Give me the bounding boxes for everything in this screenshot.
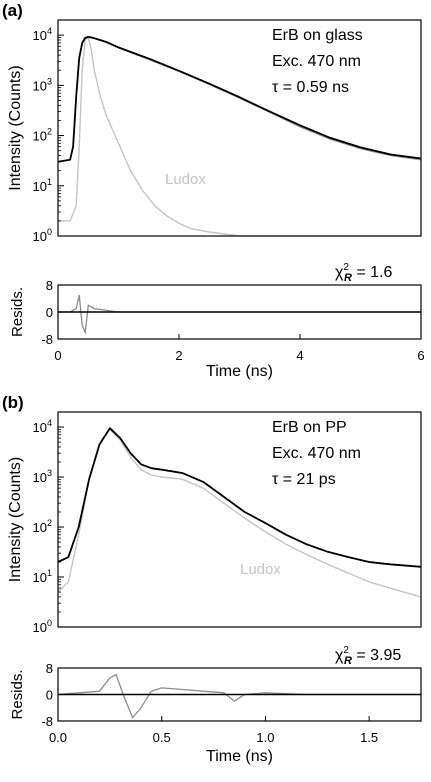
y-tick-exponent: 0 [47, 618, 52, 628]
residual-line [57, 673, 421, 719]
y-tick-base: 10 [33, 129, 47, 144]
y-tick-label: 101 [33, 177, 52, 194]
y-tick-exponent: 0 [47, 227, 52, 237]
y-tick-exponent: 1 [47, 568, 52, 578]
y-tick-label: 8 [46, 278, 53, 293]
ludox-label: Ludox [240, 561, 281, 578]
y-tick-base: 10 [33, 470, 47, 485]
chi-part: = 3.95 [352, 647, 401, 664]
annotation-line: τ = 0.59 ns [272, 79, 349, 96]
chi-part: 2 [343, 645, 349, 656]
chi-part: R [344, 272, 352, 284]
residual-plot-1: -8 0 8 0.0 0.5 1.0 1.5 Time (ns) Resids. χ2 R = 3.… [9, 645, 422, 765]
annotation-line: Exc. 470 nm [272, 53, 361, 70]
y-tick-label: 100 [33, 618, 52, 635]
x-tick-label: 0 [54, 348, 61, 363]
x-axis-label: Time (ns) [206, 748, 273, 765]
residual-line [58, 294, 421, 335]
y-tick-label: 104 [33, 26, 52, 43]
x-axis-label: Time (ns) [206, 363, 273, 380]
y-tick-label: -8 [41, 714, 53, 729]
y-tick-base: 10 [33, 520, 47, 535]
chi-squared-label: χ2 R = 1.6 [335, 262, 393, 284]
y-axis-label: Resids. [9, 669, 26, 719]
annotation-line: ErB on glass [272, 27, 363, 44]
y-tick-exponent: 4 [47, 26, 52, 36]
y-tick-base: 10 [33, 229, 47, 244]
series-line-fit [57, 427, 422, 568]
y-tick-label: 102 [33, 127, 52, 144]
y-axis-label: Intensity (Counts) [7, 457, 24, 582]
y-tick-exponent: 2 [47, 518, 52, 528]
y-tick-exponent: 3 [47, 76, 52, 86]
x-tick-label: 4 [296, 348, 303, 363]
series-line-data [57, 427, 422, 568]
y-tick-base: 10 [33, 28, 47, 43]
y-tick-base: 10 [33, 620, 47, 635]
y-tick-label: 100 [33, 227, 52, 244]
y-tick-label: 103 [33, 76, 52, 93]
plot-frame [57, 19, 422, 237]
chi-part: χ [335, 647, 344, 664]
annotation-line: ErB on PP [272, 419, 347, 436]
y-tick-base: 10 [33, 179, 47, 194]
plot-frame [57, 411, 422, 628]
y-tick-exponent: 2 [47, 127, 52, 137]
series-line-data [57, 36, 422, 163]
y-tick-label: 102 [33, 518, 52, 535]
annotation-line: Exc. 470 nm [272, 445, 361, 462]
chi-part: R [344, 655, 352, 667]
y-axis-label: Intensity (Counts) [7, 65, 24, 190]
y-tick-exponent: 3 [47, 468, 52, 478]
y-axis-label: Resids. [9, 287, 26, 337]
y-tick-exponent: 1 [47, 177, 52, 187]
y-tick-label: 8 [46, 661, 53, 676]
x-tick-label: 0.5 [153, 730, 171, 745]
chi-part: χ [335, 264, 344, 281]
panel-label: (a) [2, 1, 23, 20]
y-tick-base: 10 [33, 420, 47, 435]
ludox-label: Ludox [165, 171, 206, 188]
y-tick-label: 103 [33, 468, 52, 485]
chi-part: 2 [343, 262, 349, 273]
series-line-fit [57, 36, 422, 163]
y-tick-exponent: 4 [47, 418, 52, 428]
y-tick-label: 104 [33, 418, 52, 435]
x-tick-label: 1.0 [256, 730, 274, 745]
x-tick-label: 6 [417, 348, 424, 363]
annotation-line: τ = 21 ps [272, 471, 336, 488]
y-tick-label: 0 [46, 688, 53, 703]
x-tick-label: 2 [175, 348, 182, 363]
y-tick-label: 0 [46, 305, 53, 320]
y-tick-label: 101 [33, 568, 52, 585]
x-tick-label: 0.0 [49, 730, 67, 745]
chi-part: = 1.6 [352, 264, 393, 281]
x-tick-label: 1.5 [360, 730, 378, 745]
chi-squared-label: χ2 R = 3.95 [335, 645, 401, 667]
series-line-ludox [58, 36, 421, 237]
panel-label: (b) [2, 393, 24, 412]
y-tick-base: 10 [33, 78, 47, 93]
y-tick-label: -8 [41, 332, 53, 347]
y-tick-base: 10 [33, 570, 47, 585]
